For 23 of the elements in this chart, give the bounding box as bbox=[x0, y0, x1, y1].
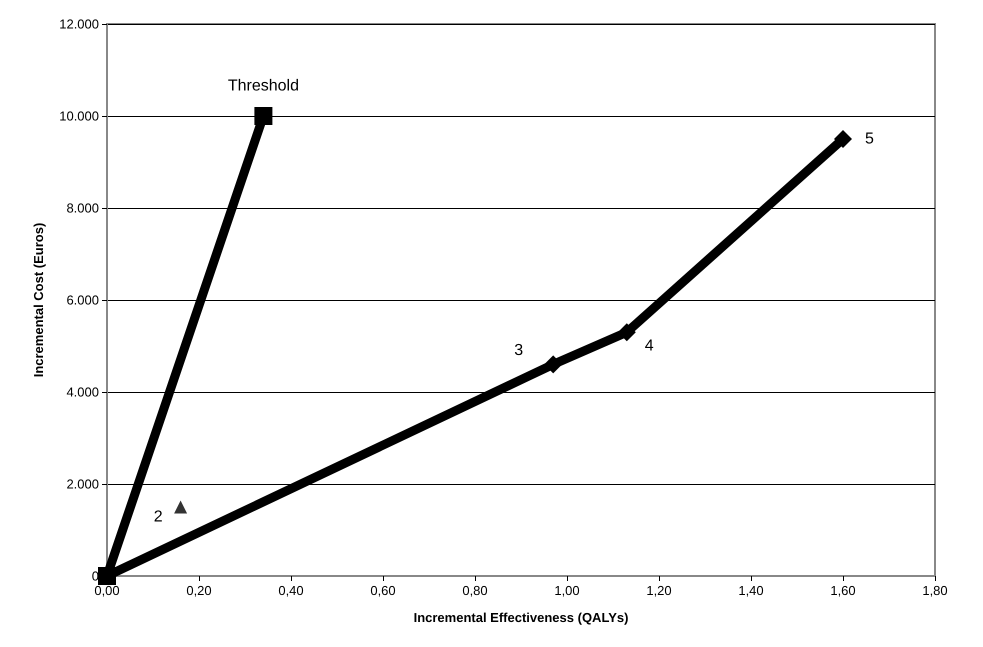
annotation: 2 bbox=[154, 508, 163, 526]
annotation: 4 bbox=[644, 338, 654, 355]
x-tick-label: 1,60 bbox=[830, 583, 856, 598]
y-tick-label: 8.000 bbox=[66, 200, 99, 216]
x-tick-label: 1,00 bbox=[554, 583, 580, 598]
x-tick-label: 0,80 bbox=[462, 583, 488, 598]
x-tick-label: 0,40 bbox=[278, 583, 304, 598]
x-tick-label: 1,40 bbox=[738, 583, 764, 598]
y-axis-title: Incremental Cost (Euros) bbox=[31, 222, 46, 378]
x-tick-label: 0,60 bbox=[370, 583, 396, 598]
x-tick-label: 0,20 bbox=[186, 583, 212, 598]
annotation: 3 bbox=[514, 342, 524, 359]
x-tick-label: 1,80 bbox=[922, 583, 948, 598]
y-tick-label: 12.000 bbox=[59, 16, 99, 32]
y-tick-label: 10.000 bbox=[59, 108, 99, 124]
annotation: Threshold bbox=[228, 78, 299, 94]
y-tick-label: 4.000 bbox=[66, 384, 99, 400]
annotation: 5 bbox=[865, 130, 874, 148]
x-tick-label: 1,20 bbox=[646, 583, 672, 598]
y-tick-label: 2.000 bbox=[66, 476, 99, 492]
x-axis-title: Incremental Effectiveness (QALYs) bbox=[414, 610, 628, 625]
y-tick-label: 6.000 bbox=[66, 292, 99, 308]
x-tick-label: 0,00 bbox=[94, 583, 120, 598]
